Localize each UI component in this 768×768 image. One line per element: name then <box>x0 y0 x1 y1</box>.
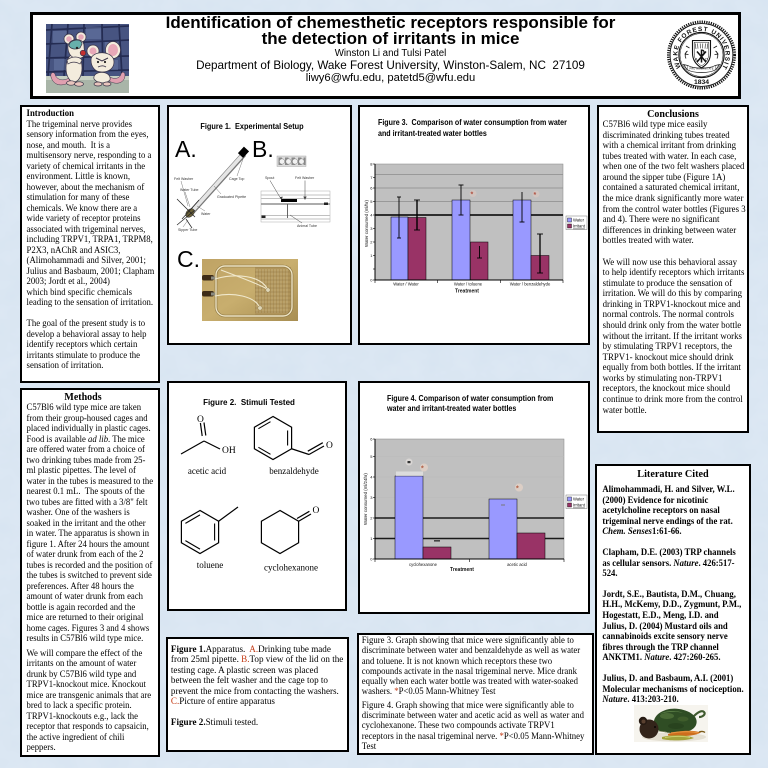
svg-text:OH: OH <box>222 446 236 456</box>
svg-text:1834: 1834 <box>694 79 709 86</box>
svg-text:4: 4 <box>370 213 373 218</box>
svg-text:B.: B. <box>252 136 274 162</box>
svg-text:Felt Washer: Felt Washer <box>295 176 315 180</box>
svg-text:Water: Water <box>573 497 585 502</box>
svg-text:0: 0 <box>370 278 373 283</box>
svg-text:A.: A. <box>175 136 197 162</box>
svg-text:6: 6 <box>370 437 373 442</box>
svg-text:7: 7 <box>370 175 373 180</box>
svg-text:3: 3 <box>370 226 373 231</box>
svg-text:Irritant: Irritant <box>573 503 586 508</box>
svg-text:Treatment: Treatment <box>455 289 479 295</box>
svg-text:Water: Water <box>573 218 585 223</box>
svg-text:Graduated Pipette: Graduated Pipette <box>217 195 246 199</box>
svg-text:A: A <box>695 58 698 62</box>
svg-text:acetic acid: acetic acid <box>188 466 227 476</box>
svg-text:2: 2 <box>370 516 373 521</box>
svg-text:Water / Water: Water / Water <box>393 282 419 287</box>
svg-text:Felt Washer: Felt Washer <box>174 177 194 181</box>
svg-text:PRO HUMANITATE: PRO HUMANITATE <box>690 66 714 70</box>
svg-text:Water: Water <box>201 212 211 216</box>
svg-text:Irritant: Irritant <box>573 224 586 229</box>
svg-text:4: 4 <box>370 475 373 480</box>
svg-text:0: 0 <box>370 557 373 562</box>
svg-text:C.: C. <box>177 246 200 272</box>
svg-text:toluene: toluene <box>197 560 224 570</box>
svg-text:Water Tube: Water Tube <box>180 188 198 192</box>
svg-text:*: * <box>516 486 519 493</box>
svg-text:5: 5 <box>370 454 373 459</box>
svg-text:Animal Tube: Animal Tube <box>297 224 317 228</box>
svg-text:*: * <box>421 466 424 473</box>
svg-text:acetic acid: acetic acid <box>507 562 527 567</box>
svg-text:O: O <box>197 415 204 425</box>
svg-text:Water / benzaldehyde: Water / benzaldehyde <box>510 282 551 287</box>
svg-text:Water consumed (ml/24hr): Water consumed (ml/24hr) <box>363 473 368 525</box>
svg-text:O: O <box>326 441 333 451</box>
svg-text:benzaldehyde: benzaldehyde <box>269 466 318 476</box>
svg-text:Water / toluene: Water / toluene <box>454 282 483 287</box>
svg-text:Water consumed (ml/hr): Water consumed (ml/hr) <box>364 200 369 247</box>
svg-text:Figure 2. Stimuli Tested: Figure 2. Stimuli Tested <box>203 398 295 407</box>
svg-text:6: 6 <box>370 186 373 191</box>
svg-text:3: 3 <box>370 495 373 500</box>
svg-text:Sipper Tube: Sipper Tube <box>178 228 197 232</box>
svg-text:Cage Top: Cage Top <box>229 177 244 181</box>
svg-text:2: 2 <box>370 240 373 245</box>
svg-text:Treatment: Treatment <box>450 567 474 573</box>
svg-text:*: * <box>471 192 474 199</box>
svg-text:cyclohexanone: cyclohexanone <box>264 563 318 573</box>
svg-text:1: 1 <box>370 253 373 258</box>
svg-text:8: 8 <box>370 162 373 167</box>
svg-text:Figure 1. Experimental Setup: Figure 1. Experimental Setup <box>200 122 304 131</box>
svg-text:5: 5 <box>370 199 373 204</box>
svg-text:O: O <box>313 506 320 516</box>
svg-text:Spout: Spout <box>265 176 274 180</box>
svg-text:Ω: Ω <box>705 58 708 62</box>
svg-text:1: 1 <box>370 536 373 541</box>
svg-text:cyclohexanone: cyclohexanone <box>409 562 438 567</box>
svg-text:*: * <box>534 192 537 199</box>
